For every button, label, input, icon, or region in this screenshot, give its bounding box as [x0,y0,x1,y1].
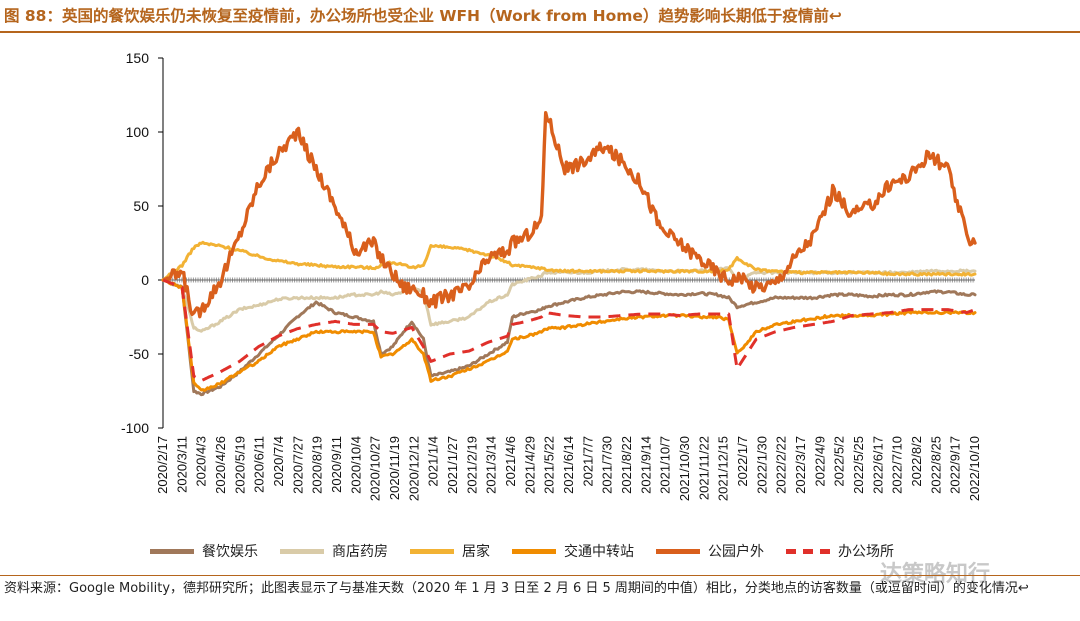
source-note: 资料来源：Google Mobility，德邦研究所；此图表显示了与基准天数（2… [4,581,1029,596]
legend-swatch [512,548,556,554]
x-tick-label: 2022/6/17 [870,436,885,494]
x-tick-label: 2022/10/10 [967,436,982,501]
x-tick-label: 2022/8/2 [909,436,924,487]
x-tick-label: 2022/5/2 [832,436,847,487]
chart-legend: 餐饮娱乐 商店药房 居家 交通中转站 公园户外 办公场所 [150,540,1050,562]
x-tick-label: 2021/7/7 [580,436,595,487]
x-tick-label: 2022/1/7 [735,436,750,487]
series-line-3 [161,240,977,282]
series-line-1 [161,278,977,397]
y-tick-label: 50 [133,198,149,214]
x-tick-label: 2021/12/15 [716,436,731,501]
legend-item: 交通中转站 [512,541,634,561]
x-tick-label: 2020/12/12 [406,436,421,501]
x-tick-label: 2020/2/17 [155,436,170,494]
x-tick-label: 2021/9/14 [638,436,653,494]
x-tick-label: 2021/2/19 [464,436,479,494]
legend-item: 办公场所 [786,541,894,561]
x-tick-label: 2021/10/30 [677,436,692,501]
line-chart: -100 -50 0 50 100 150 2020/2/17 2020/3/11 2020/4… [121,50,982,501]
y-tick-label: 0 [141,272,149,288]
legend-label: 办公场所 [838,544,894,560]
x-tick-label: 2020/7/4 [271,436,286,487]
y-tick-label: 100 [126,124,150,140]
x-tick-label: 2020/8/19 [310,436,325,494]
x-tick-label: 2021/4/29 [522,436,537,494]
x-tick-label: 2020/3/11 [174,436,189,493]
legend-label: 交通中转站 [564,544,634,560]
series-line-6 [162,278,976,383]
title-rule [0,31,1080,33]
x-tick-label: 2021/1/27 [445,436,460,494]
legend-item: 居家 [410,541,490,561]
x-tick-label: 2021/11/22 [696,436,711,500]
legend-swatch [410,548,454,554]
x-tick-label: 2022/8/25 [928,436,943,494]
x-tick-label: 2021/5/22 [542,436,557,494]
y-tick-label: -50 [129,346,149,362]
x-tick-label: 2022/9/17 [948,436,963,494]
legend-label: 居家 [462,544,490,560]
x-tick-label: 2021/1/4 [426,436,441,487]
x-tick-label: 2020/11/19 [387,436,402,500]
legend-swatch [150,548,194,554]
x-tick-label: 2020/10/27 [368,436,383,501]
x-tick-label: 2021/7/30 [600,436,615,494]
legend-swatch [786,548,830,554]
x-tick-label: 2022/1/30 [754,436,769,494]
y-tick-label: -100 [121,420,149,436]
x-tick-label: 2021/10/7 [658,436,673,494]
x-tick-label: 2020/5/19 [232,436,247,494]
legend-item: 商店药房 [280,541,388,561]
series-line-5 [161,111,977,319]
legend-label: 公园户外 [708,544,764,560]
footer-rule [0,575,1080,576]
x-tick-label: 2022/5/25 [851,436,866,494]
x-tick-label: 2020/4/26 [213,436,228,494]
legend-item: 餐饮娱乐 [150,541,258,561]
legend-item: 公园户外 [656,541,764,561]
x-tick-label: 2020/7/27 [290,436,305,494]
x-tick-label: 2022/3/17 [793,436,808,494]
x-tick-label: 2021/4/6 [503,436,518,487]
x-tick-label: 2020/9/11 [329,436,344,493]
x-tick-label: 2022/4/9 [812,436,827,487]
x-tick-label: 2021/6/14 [561,436,576,494]
figure-title: 图 88：英国的餐饮娱乐仍未恢复至疫情前，办公场所也受企业 WFH（Work f… [4,7,842,25]
x-tick-label: 2022/2/22 [774,436,789,494]
x-tick-label: 2020/6/11 [252,436,267,493]
series-line-4 [161,278,977,392]
x-tick-label: 2022/7/10 [890,436,905,494]
legend-label: 商店药房 [332,544,388,560]
x-tick-label: 2021/3/14 [484,436,499,494]
series-line-2 [161,266,977,333]
x-tick-label: 2020/10/4 [348,436,363,494]
legend-swatch [280,548,324,554]
watermark-text: 达策略知行 [880,562,991,587]
legend-swatch [656,548,700,554]
x-tick-label: 2020/4/3 [194,436,209,487]
y-tick-label: 150 [126,50,150,66]
legend-label: 餐饮娱乐 [202,544,258,560]
x-tick-label: 2021/8/22 [619,436,634,494]
